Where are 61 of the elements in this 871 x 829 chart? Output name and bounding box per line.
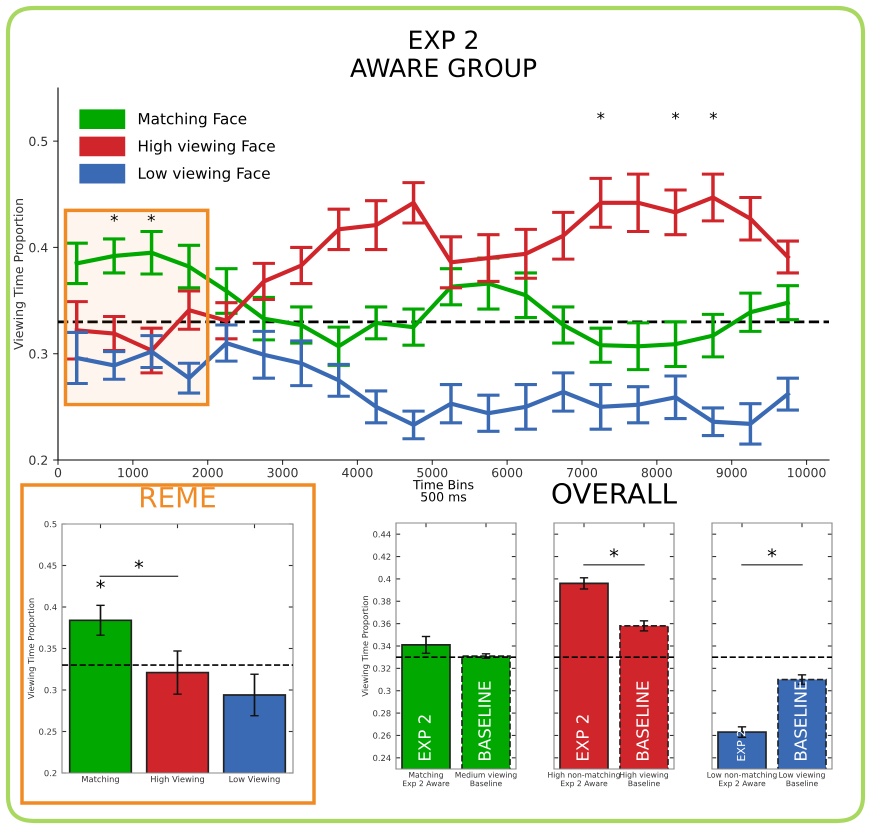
y-tick-label: 0.4 — [378, 576, 391, 582]
y-tick-label: 0.25 — [39, 728, 56, 735]
x-tick-label: Low Viewing — [229, 776, 280, 784]
y-tick-label: 0.2 — [44, 770, 56, 776]
annotation: BASELINE — [636, 682, 649, 760]
x-tick-label: 8000 — [642, 468, 672, 478]
annotation: * — [110, 214, 118, 222]
legend-label: Low viewing Face — [138, 167, 270, 182]
chart-title: EXP 2 AWARE GROUP — [350, 30, 536, 78]
x-tick-label: 3000 — [268, 468, 298, 478]
y-axis-title: Viewing Time Proportion — [14, 199, 26, 350]
annotation: BASELINE — [794, 682, 807, 760]
y-tick-label: 0.32 — [373, 665, 390, 672]
x-tick-label: 2000 — [192, 468, 223, 478]
y-tick-label: 0.28 — [373, 710, 391, 716]
y-tick-label: 0.36 — [373, 620, 391, 627]
y-tick-label: 0.3 — [378, 688, 390, 694]
y-tick-label: 0.5 — [44, 520, 56, 528]
x-tick-label: 0 — [54, 468, 62, 478]
y-tick-label: 0.3 — [29, 349, 48, 359]
y-tick-label: 0.2 — [29, 455, 48, 465]
y-axis-title: Viewing Time Proportion — [28, 598, 36, 700]
annotation: * — [597, 112, 604, 120]
chart-title: OVERALL — [552, 482, 677, 504]
chart-title: REME — [141, 487, 215, 508]
y-tick-label: 0.4 — [29, 242, 48, 252]
y-tick-label: 0.34 — [373, 642, 391, 650]
annotation: * — [96, 580, 105, 589]
x-tick-label: Matching — [82, 776, 119, 784]
x-tick-label: 6000 — [492, 468, 522, 478]
x-tick-label: 5000 — [417, 468, 448, 478]
annotation: BASELINE — [478, 682, 491, 760]
x-tick-label: 4000 — [342, 468, 372, 478]
annotation: * — [134, 560, 144, 569]
x-axis-title: Time Bins 500 ms — [412, 480, 474, 502]
x-tick-label: High Viewing — [151, 776, 204, 784]
y-tick-label: 0.5 — [29, 136, 48, 146]
y-tick-label: 0.3 — [44, 686, 56, 694]
y-tick-label: 0.42 — [373, 554, 390, 560]
annotation: * — [610, 548, 618, 558]
annotation: * — [148, 214, 155, 222]
x-tick-label: 7000 — [567, 468, 598, 478]
annotation: * — [768, 548, 776, 558]
y-tick-label: 0.24 — [373, 754, 391, 762]
y-tick-label: 0.44 — [373, 531, 391, 538]
x-tick-label: 9000 — [716, 468, 747, 478]
y-axis-title: Viewing Time Proportion — [362, 596, 370, 697]
y-tick-label: 0.26 — [373, 732, 391, 739]
annotation: * — [672, 112, 680, 120]
y-tick-label: 0.38 — [373, 598, 391, 605]
x-tick-label: 1000 — [118, 468, 148, 478]
annotation: EXP 2 — [576, 715, 589, 760]
legend-label: High viewing Face — [138, 140, 275, 155]
annotation: EXP 2 — [418, 715, 431, 760]
legend-label: Matching Face — [138, 112, 246, 128]
annotation: EXP 2 — [736, 730, 746, 761]
y-tick-label: 0.4 — [44, 604, 57, 610]
annotation: * — [710, 112, 718, 120]
y-tick-label: 0.35 — [39, 645, 56, 652]
y-tick-label: 0.45 — [39, 562, 56, 569]
x-tick-label: 10000 — [788, 468, 826, 478]
